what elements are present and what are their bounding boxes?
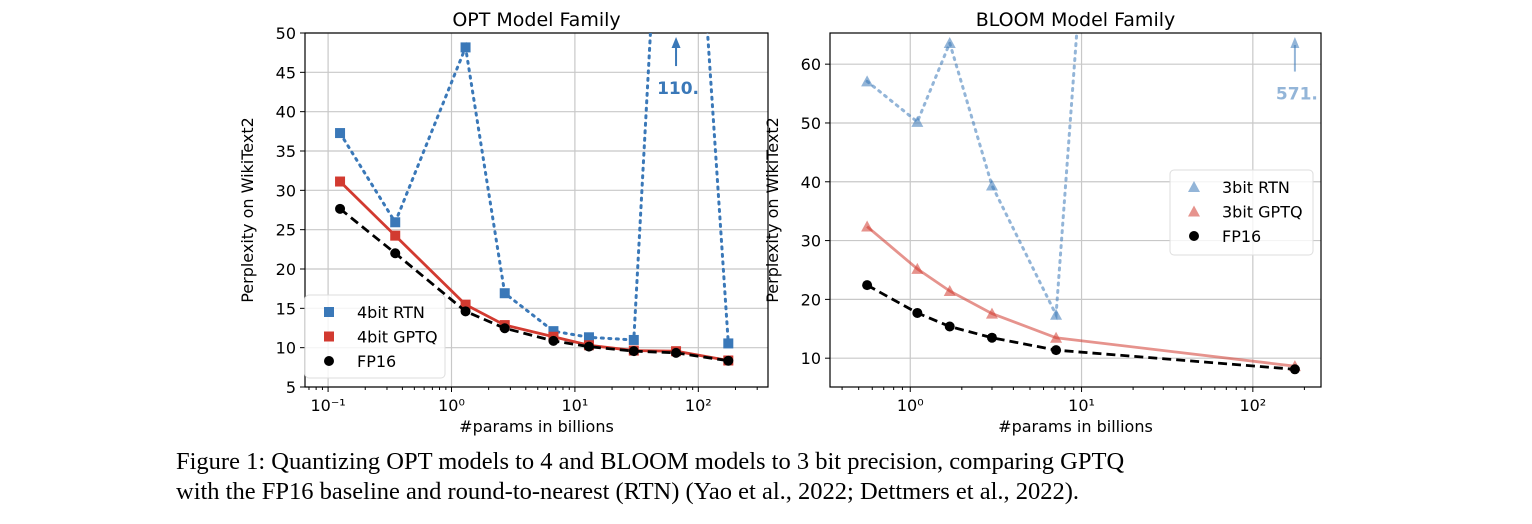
- chart-2: 10 20 30 40 50 60 10⁰ 10¹ 10² BLOOM Model Family #…: [763, 9, 1322, 436]
- data-point: [985, 179, 998, 191]
- legend-marker: [324, 307, 334, 317]
- data-point: [460, 299, 471, 310]
- y-tick-label: 20: [801, 290, 821, 309]
- legend: [1169, 169, 1314, 256]
- y-axis-label: Perplexity on WikiText2: [238, 117, 257, 303]
- x-tick-label: 10⁻¹: [310, 396, 345, 415]
- legend-label: FP16: [1222, 227, 1261, 246]
- x-tick-label: 10²: [1239, 396, 1266, 415]
- chart-1: 5 10 15 20 25 30 35 40 45 50 10⁻¹ 10⁰ 10¹ 10² OPT Mode…: [238, 9, 769, 436]
- data-point: [861, 75, 874, 87]
- y-tick-label: 50: [276, 24, 296, 43]
- plot-frame: [829, 32, 1322, 388]
- data-point: [335, 176, 346, 187]
- data-point: [862, 280, 873, 291]
- legend-marker: [324, 356, 334, 366]
- x-axis-label: #params in billions: [459, 417, 614, 436]
- series-4bit-rtn: [335, 33, 734, 349]
- annotation-label: 110.: [657, 79, 699, 99]
- data-point: [943, 284, 956, 296]
- y-tick-label: 40: [276, 103, 296, 122]
- data-point: [861, 220, 874, 232]
- data-point: [1050, 308, 1063, 320]
- data-point: [911, 262, 924, 274]
- series-fp16: [335, 203, 734, 366]
- data-point: [390, 230, 401, 241]
- y-tick-label: 35: [276, 142, 296, 161]
- y-tick-label: 45: [276, 63, 296, 82]
- data-point: [723, 338, 734, 349]
- data-point: [911, 115, 924, 127]
- data-point: [723, 355, 734, 366]
- series-line: [338, 33, 730, 345]
- data-point: [583, 341, 594, 352]
- x-tick-label: 10¹: [1068, 396, 1095, 415]
- legend-label: 4bit RTN: [357, 303, 425, 322]
- data-point: [499, 288, 510, 299]
- legend-label: 3bit RTN: [1222, 178, 1290, 197]
- y-tick-label: 60: [801, 55, 821, 74]
- data-point: [390, 248, 401, 259]
- data-point: [986, 332, 997, 343]
- data-point: [944, 321, 955, 332]
- data-point: [671, 347, 682, 358]
- legend-label: 3bit GPTQ: [1222, 203, 1303, 222]
- caption-line-2: with the FP16 baseline and round-to-near…: [176, 478, 1080, 505]
- x-tick-label: 10⁰: [438, 396, 465, 415]
- y-tick-label: 30: [276, 181, 296, 200]
- x-tick-label: 10⁰: [897, 396, 924, 415]
- legend-marker: [1189, 231, 1199, 241]
- legend-label: FP16: [357, 352, 396, 371]
- chart-title: BLOOM Model Family: [976, 9, 1176, 31]
- y-tick-label: 30: [801, 232, 821, 251]
- figure: 5 10 15 20 25 30 35 40 45 50 10⁻¹ 10⁰ 10¹ 10² OPT Mode…: [238, 9, 1322, 436]
- y-tick-label: 15: [276, 299, 296, 318]
- data-point: [1289, 364, 1300, 375]
- data-point: [499, 323, 510, 334]
- y-tick-label: 10: [801, 349, 821, 368]
- legend-marker: [1188, 205, 1200, 217]
- series-3bit-rtn: [861, 33, 1079, 321]
- series-line: [865, 33, 1079, 321]
- y-tick-label: 5: [286, 378, 296, 397]
- data-point: [335, 203, 346, 214]
- data-point: [628, 346, 639, 357]
- series-fp16: [862, 280, 1300, 375]
- caption-line-1: Figure 1: Quantizing OPT models to 4 and…: [176, 448, 1125, 475]
- y-axis-label: Perplexity on WikiText2: [763, 117, 782, 303]
- data-point: [460, 42, 471, 53]
- legend-marker: [1188, 181, 1200, 192]
- y-tick-label: 20: [276, 260, 296, 279]
- data-point: [335, 128, 346, 139]
- data-point: [628, 334, 639, 345]
- data-point: [460, 306, 471, 317]
- y-tick-label: 50: [801, 114, 821, 133]
- legend-marker: [324, 331, 334, 342]
- data-point: [390, 217, 401, 228]
- data-point: [583, 332, 594, 343]
- plot-frame: [304, 32, 769, 388]
- legend-label: 4bit GPTQ: [357, 328, 438, 347]
- y-tick-label: 40: [801, 173, 821, 192]
- y-tick-label: 10: [276, 339, 296, 358]
- data-point: [1051, 345, 1062, 356]
- annotation-arrow-head: [1290, 37, 1300, 48]
- data-point: [943, 37, 956, 49]
- data-point: [548, 326, 559, 337]
- y-tick-label: 25: [276, 221, 296, 240]
- x-tick-label: 10²: [685, 396, 712, 415]
- annotation-arrow-head: [671, 37, 681, 48]
- annotation-label: 571.: [1276, 85, 1318, 105]
- data-point: [1050, 331, 1063, 343]
- x-axis-label: #params in billions: [998, 417, 1153, 436]
- series-line: [866, 225, 1296, 368]
- data-point: [985, 307, 998, 319]
- data-point: [912, 307, 923, 318]
- chart-title: OPT Model Family: [452, 9, 620, 31]
- x-tick-label: 10¹: [562, 396, 589, 415]
- series-line: [866, 283, 1296, 371]
- data-point: [548, 335, 559, 346]
- legend: [304, 294, 446, 379]
